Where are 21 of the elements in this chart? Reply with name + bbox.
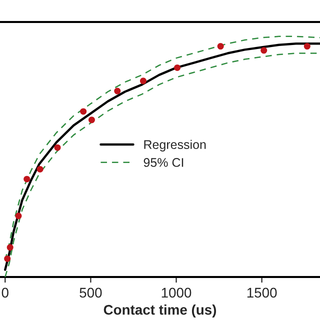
x-tick-label: 0 [2,288,8,298]
x-axis-title: Contact time (us) [104,304,216,318]
point [24,176,30,182]
point [54,144,61,151]
point [6,244,14,251]
point [304,43,310,50]
point [217,43,224,50]
legend-label: Regression [144,140,206,152]
point [88,116,95,124]
point [15,212,22,220]
point [140,78,146,84]
x-tick-label: 1500 [247,288,277,298]
x-tick-label: 1000 [162,288,192,298]
point [174,64,181,71]
point [80,108,87,115]
point [260,47,268,54]
x-tick-label: 500 [80,288,102,298]
legend-label: 95% CI [144,158,184,167]
point [4,255,11,262]
point [36,166,44,172]
point [114,88,121,94]
